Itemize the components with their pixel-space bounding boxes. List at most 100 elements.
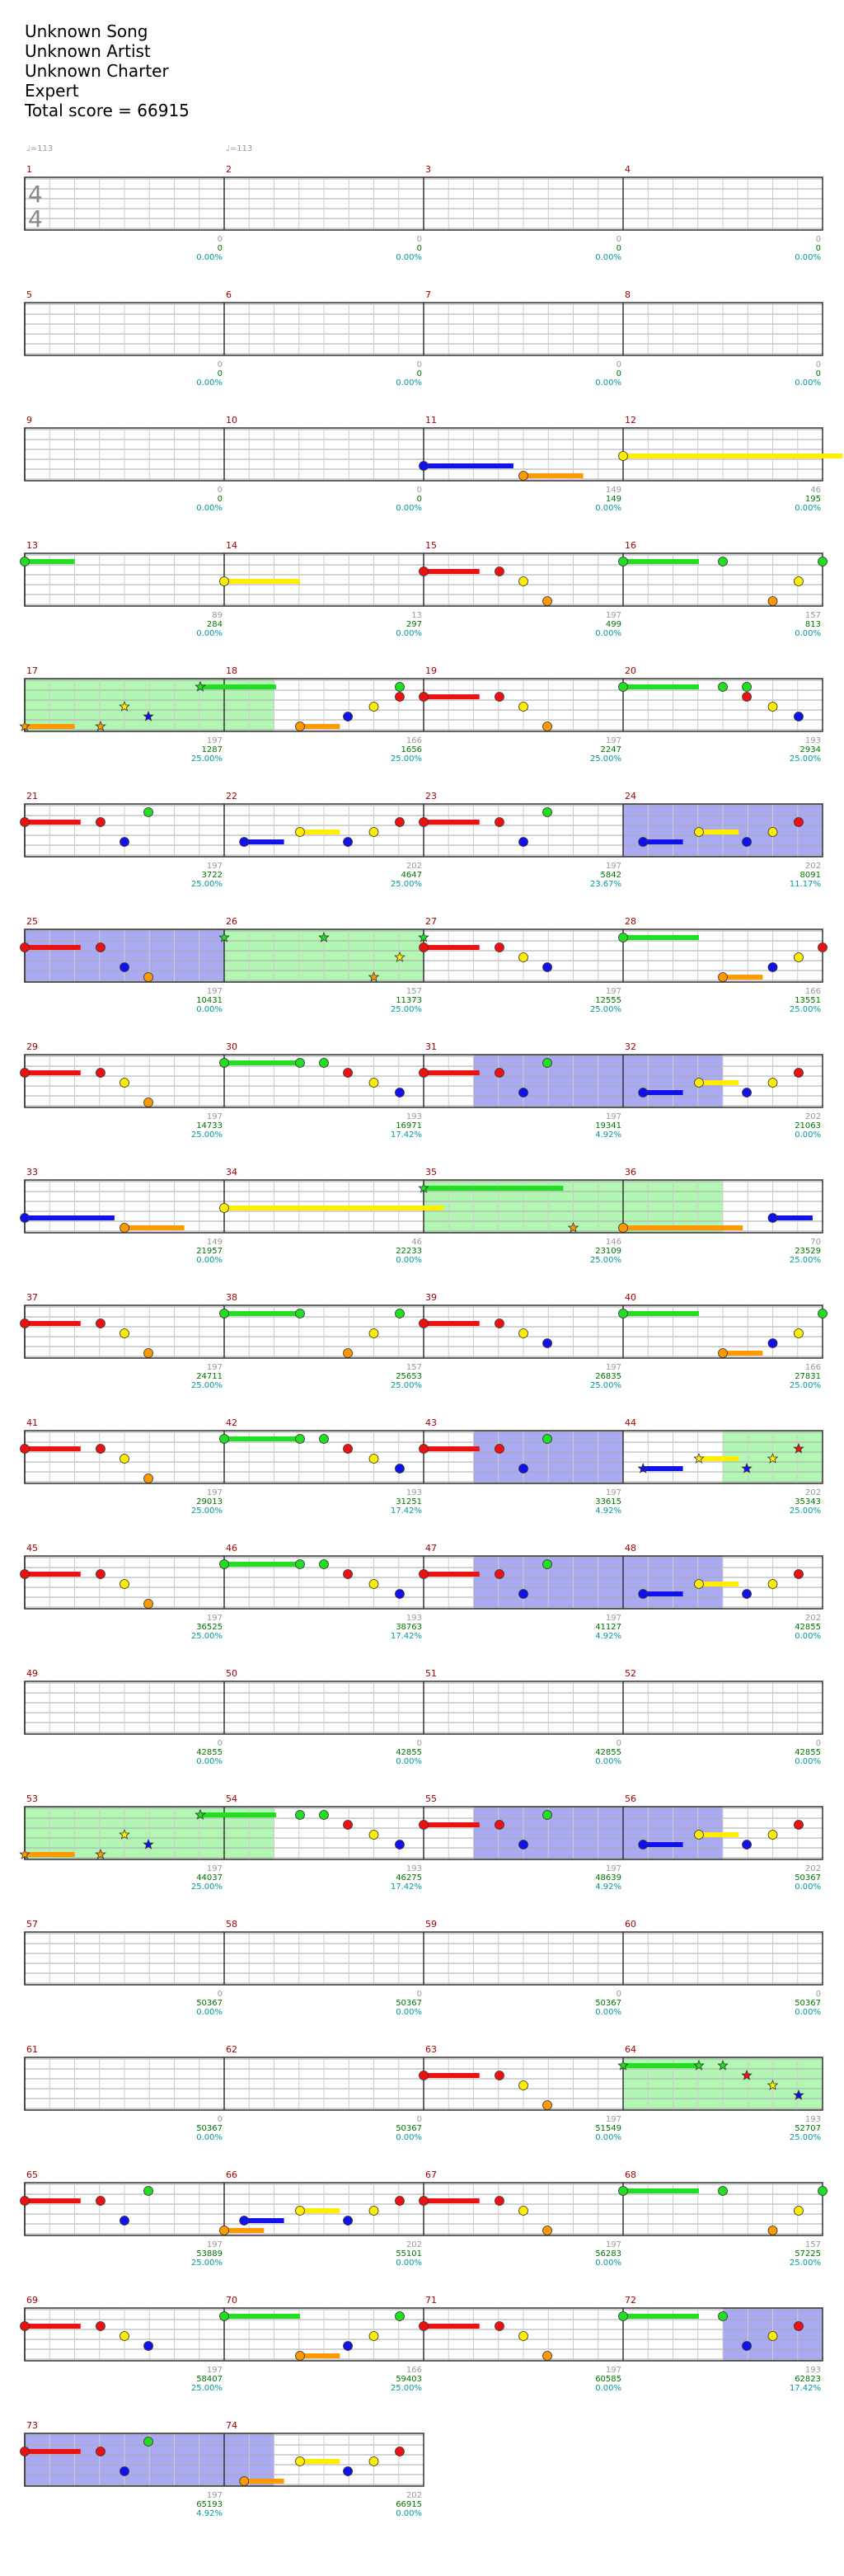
sp-percent: 25.00% bbox=[391, 1005, 422, 1014]
note-blue bbox=[120, 962, 129, 972]
sp-percent: 0.00% bbox=[396, 1757, 422, 1766]
note-red bbox=[419, 1319, 429, 1328]
sp-percent: 0.00% bbox=[795, 504, 821, 513]
note-red bbox=[20, 1319, 30, 1328]
note-red bbox=[419, 942, 429, 952]
measure-number: 52 bbox=[625, 1668, 636, 1679]
tempo-marker: ♩=113 bbox=[26, 144, 53, 153]
cumulative-score: 53889 bbox=[196, 2249, 223, 2259]
cumulative-score: 297 bbox=[406, 620, 422, 629]
note-green bbox=[618, 2311, 628, 2321]
note-orange bbox=[239, 2476, 250, 2486]
cumulative-score: 21063 bbox=[795, 1121, 821, 1131]
measure-note-score: 0 bbox=[218, 235, 223, 244]
note-red bbox=[20, 2321, 30, 2331]
sp-percent: 0.00% bbox=[795, 378, 821, 388]
note-blue bbox=[794, 712, 804, 722]
measure-note-score: 0 bbox=[816, 1739, 821, 1748]
note-red bbox=[96, 2321, 106, 2331]
measure-number: 11 bbox=[425, 415, 437, 425]
measure-number: 73 bbox=[26, 2420, 38, 2431]
note-blue bbox=[767, 1338, 778, 1348]
note-red bbox=[419, 2071, 429, 2080]
note-sustain bbox=[643, 1090, 683, 1095]
measure-number: 66 bbox=[226, 2169, 237, 2180]
measure-number: 70 bbox=[226, 2295, 237, 2306]
cumulative-score: 19341 bbox=[595, 1121, 621, 1131]
sp-percent: 4.92% bbox=[595, 1632, 621, 1641]
sp-percent: 25.00% bbox=[191, 1507, 223, 1516]
cumulative-score: 50367 bbox=[396, 2124, 422, 2133]
cumulative-score: 22233 bbox=[396, 1247, 422, 1256]
note-blue bbox=[343, 2341, 353, 2351]
cumulative-score: 42855 bbox=[795, 1748, 821, 1757]
staff-row: 451973652525.00%461933876317.42%47197411… bbox=[24, 1543, 823, 1641]
note-red bbox=[495, 1569, 504, 1579]
cumulative-score: 5842 bbox=[601, 871, 621, 880]
measure-note-score: 166 bbox=[805, 1363, 821, 1372]
note-sustain bbox=[623, 684, 699, 689]
note-red bbox=[395, 817, 405, 827]
star-note bbox=[368, 971, 380, 982]
sp-percent: 0.00% bbox=[396, 629, 422, 638]
cumulative-score: 0 bbox=[218, 495, 223, 504]
sp-percent: 0.00% bbox=[396, 2259, 422, 2268]
cumulative-score: 44037 bbox=[196, 1873, 223, 1883]
note-sustain bbox=[244, 2218, 284, 2223]
measure-number: 53 bbox=[26, 1793, 38, 1804]
sp-percent: 17.42% bbox=[790, 2384, 821, 2393]
note-red bbox=[495, 2196, 504, 2206]
sp-percent: 17.42% bbox=[391, 1883, 422, 1892]
staff-frame bbox=[24, 1555, 823, 1610]
measure-number: 37 bbox=[26, 1292, 38, 1303]
sp-percent: 25.00% bbox=[391, 880, 422, 889]
measure-note-score: 13 bbox=[411, 611, 422, 620]
cumulative-score: 149 bbox=[606, 495, 621, 504]
measure-note-score: 197 bbox=[606, 1112, 621, 1121]
note-sustain bbox=[299, 2353, 340, 2358]
note-green bbox=[618, 682, 628, 692]
note-blue bbox=[120, 2216, 129, 2226]
staff-frame bbox=[24, 928, 823, 983]
note-sustain bbox=[25, 1446, 81, 1451]
measure-note-score: 166 bbox=[406, 2366, 422, 2375]
measure-number: 10 bbox=[226, 415, 237, 425]
sp-percent: 23.67% bbox=[590, 880, 621, 889]
measure-note-score: 0 bbox=[417, 1990, 422, 1999]
staff-row: 610503670.00%620503670.00%63197515490.00… bbox=[24, 2044, 823, 2142]
sp-percent: 0.00% bbox=[396, 378, 422, 388]
note-green bbox=[818, 2186, 828, 2196]
note-yellow bbox=[368, 1830, 379, 1840]
staff-row: 691975840725.00%701665940325.00%71197605… bbox=[24, 2295, 823, 2393]
measure-number: 12 bbox=[625, 415, 636, 425]
note-sustain bbox=[643, 839, 683, 844]
sp-percent: 0.00% bbox=[196, 504, 223, 513]
measure-note-score: 197 bbox=[207, 2491, 223, 2500]
note-sustain bbox=[424, 2073, 480, 2078]
sp-percent: 0.00% bbox=[196, 629, 223, 638]
sp-percent: 0.00% bbox=[196, 2133, 223, 2142]
measure-number: 48 bbox=[625, 1543, 636, 1554]
note-yellow bbox=[120, 1078, 129, 1088]
sp-percent: 0.00% bbox=[196, 1256, 223, 1265]
measure-note-score: 197 bbox=[606, 1363, 621, 1372]
measure-note-score: 149 bbox=[207, 1238, 223, 1247]
cumulative-score: 12555 bbox=[595, 996, 621, 1005]
note-blue bbox=[542, 962, 552, 972]
sp-percent: 25.00% bbox=[790, 2259, 821, 2268]
note-sustain bbox=[623, 559, 699, 564]
staff-row: 490428550.00%500428550.00%510428550.00%5… bbox=[24, 1668, 823, 1766]
note-red bbox=[20, 1444, 30, 1454]
measure-number: 56 bbox=[625, 1793, 636, 1804]
sp-percent: 0.00% bbox=[795, 1131, 821, 1140]
note-yellow bbox=[767, 1579, 778, 1589]
cumulative-score: 29013 bbox=[196, 1497, 223, 1507]
note-red bbox=[794, 817, 804, 827]
star-note bbox=[418, 931, 429, 942]
sp-percent: 4.92% bbox=[595, 1883, 621, 1892]
measure-note-score: 197 bbox=[606, 1864, 621, 1873]
note-sustain bbox=[643, 1591, 683, 1596]
star-note bbox=[143, 1838, 154, 1850]
time-signature-top: 4 bbox=[28, 181, 43, 208]
staff-row: 13892840.00%14132970.00%151974990.00%161… bbox=[24, 540, 823, 638]
